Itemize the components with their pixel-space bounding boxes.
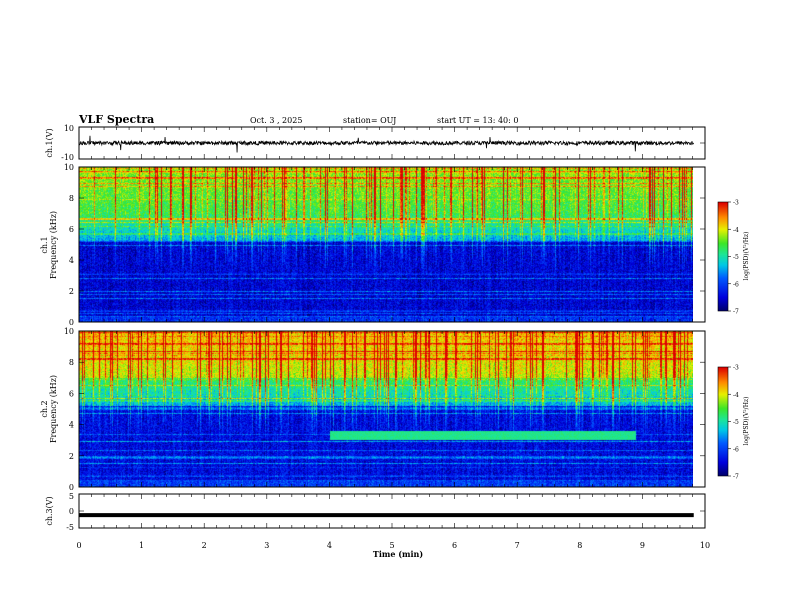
ch1-spectrogram-image	[79, 167, 693, 322]
colorbar-tick-label: -6	[733, 446, 739, 453]
ch3-ylabel: ch.3(V)	[45, 496, 54, 525]
ch1-spectrogram-ytick-labels: 0 2 4 6 8 10	[64, 163, 74, 327]
x-tick-label: 5	[389, 541, 394, 550]
x-tick-label: 4	[327, 541, 332, 550]
x-tick-label: 9	[640, 541, 645, 550]
panel-ch3-waveform: 5 0 -5 ch.3(V)	[45, 492, 706, 532]
ch3-ytick-mid: 0	[69, 507, 74, 516]
y-tick-label: 6	[69, 389, 74, 398]
figure-title: VLF Spectra	[78, 113, 154, 126]
colorbar-tick-label: -6	[733, 281, 739, 288]
y-tick-label: 8	[69, 358, 74, 367]
y-tick-label: 8	[69, 194, 74, 203]
x-tick-label: 3	[264, 541, 269, 550]
colorbar-tick-label: -7	[733, 309, 739, 316]
ch3-ytick-top: 5	[69, 492, 74, 501]
ch3-ytick-bottom: -5	[66, 523, 74, 532]
y-tick-label: 0	[69, 483, 74, 492]
y-tick-label: 2	[69, 287, 74, 296]
y-tick-label: 6	[69, 225, 74, 234]
ch1-ytick-bottom: -10	[61, 153, 74, 162]
x-axis-label: Time (min)	[373, 549, 423, 559]
ch3-tick-marks	[78, 493, 706, 529]
ch1-ylabel: ch.1(V)	[45, 128, 54, 157]
x-tick-label: 1	[139, 541, 144, 550]
ch1-tick-marks	[78, 126, 706, 160]
ch1-colorbar-label: log(PSD)(V²/Hz)	[743, 232, 750, 281]
x-tick-label: 8	[577, 541, 582, 550]
colorbar-tick-label: -3	[733, 200, 739, 207]
ch2-spectrogram-image	[79, 331, 693, 487]
x-tick-label: 7	[515, 541, 520, 550]
y-tick-label: 10	[64, 163, 74, 172]
ch1-ytick-top: 10	[64, 124, 74, 133]
ch3-waveform-frame	[78, 493, 706, 529]
ch2-colorbar-label: log(PSD)(V²/Hz)	[743, 397, 750, 446]
ch1-waveform-trace	[78, 135, 695, 153]
x-axis-tick-labels: 0 1 2 3 4 5 6 7 8 9 10	[76, 541, 710, 550]
date-label: Oct. 3 , 2025	[250, 116, 302, 125]
x-tick-label: 2	[202, 541, 207, 550]
ch2-colorbar-tick-labels: -3 -4 -5 -6 -7	[728, 365, 739, 481]
x-tick-label: 6	[452, 541, 457, 550]
ch2-spectrogram-tick-marks	[78, 330, 706, 488]
colorbar-tick-label: -4	[733, 227, 739, 234]
ch2-spectrogram-ytick-labels: 0 2 4 6 8 10	[64, 327, 74, 492]
colorbar-tick-label: -5	[733, 254, 739, 261]
x-tick-label: 10	[700, 541, 710, 550]
ch2-colorbar	[718, 367, 728, 476]
station-label: station= OUJ	[343, 116, 396, 125]
colorbar-tick-label: -3	[733, 365, 739, 372]
panel-ch1-waveform: 10 -10 ch.1(V)	[45, 124, 706, 162]
y-tick-label: 2	[69, 452, 74, 461]
ch1-frequency-label: Frequency (kHz)	[49, 211, 58, 279]
ch2-channel-label: ch.2	[40, 400, 49, 417]
y-tick-label: 4	[69, 421, 74, 430]
ch1-colorbar-tick-labels: -3 -4 -5 -6 -7	[728, 200, 739, 316]
ch1-colorbar	[718, 202, 728, 311]
colorbar-tick-label: -7	[733, 474, 739, 481]
ch1-channel-label: ch.1	[40, 236, 49, 253]
y-tick-label: 0	[69, 318, 74, 327]
ch2-frequency-label: Frequency (kHz)	[49, 375, 58, 443]
start-time-label: start UT = 13: 40: 0	[437, 116, 518, 125]
colorbar-tick-label: -4	[733, 392, 739, 399]
y-tick-label: 10	[64, 327, 74, 336]
x-tick-label: 0	[76, 541, 81, 550]
colorbar-tick-label: -5	[733, 419, 739, 426]
y-tick-label: 4	[69, 256, 74, 265]
ch1-spectrogram-tick-marks	[78, 166, 706, 323]
